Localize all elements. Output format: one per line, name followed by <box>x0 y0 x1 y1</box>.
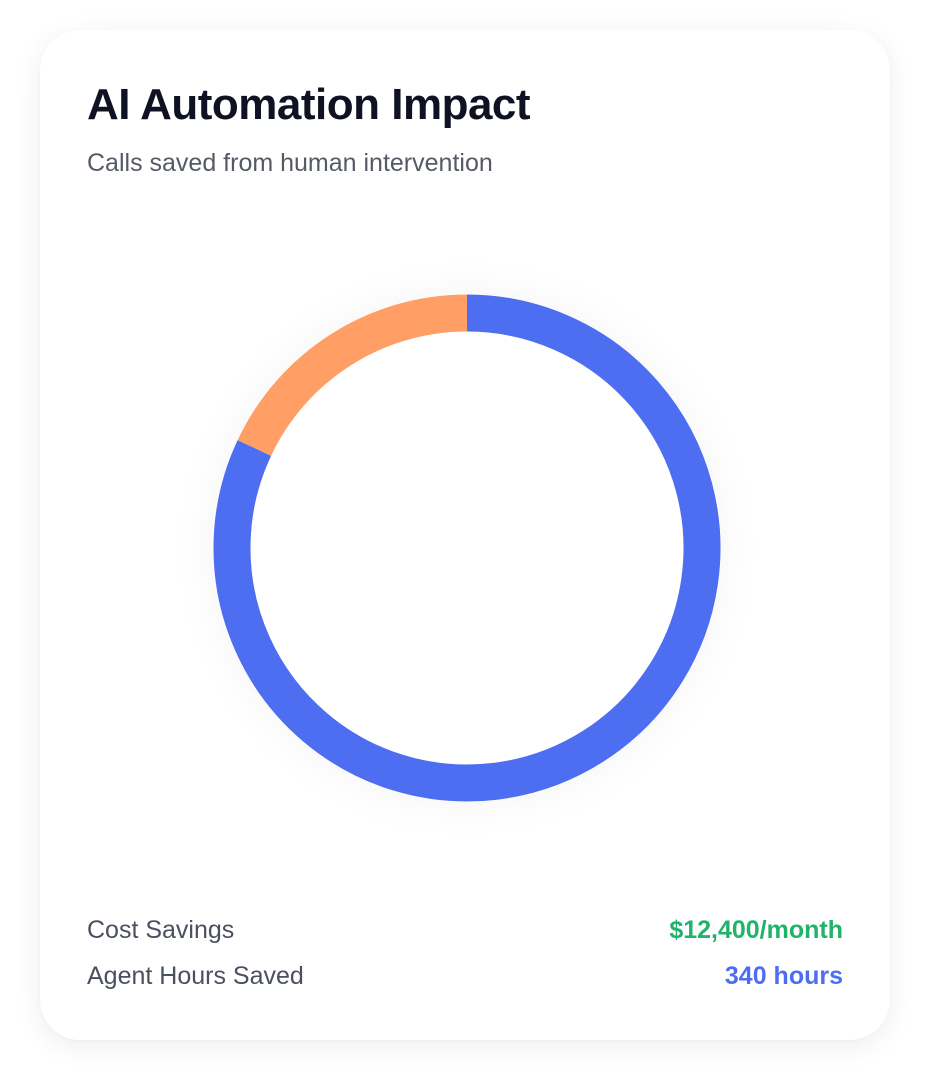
donut-slice-0 <box>213 294 721 802</box>
stat-row-agent-hours: Agent Hours Saved 340 hours <box>87 956 843 996</box>
stat-label: Cost Savings <box>87 915 235 944</box>
donut-slices <box>213 294 721 802</box>
stat-row-cost-savings: Cost Savings $12,400/month <box>87 910 843 950</box>
chart-backdrop <box>213 294 721 802</box>
stat-value: 340 hours <box>724 961 843 990</box>
stat-label: Agent Hours Saved <box>87 961 304 990</box>
card-title: AI Automation Impact <box>87 80 531 129</box>
stat-value: $12,400/month <box>669 915 843 944</box>
donut-chart <box>213 294 721 802</box>
chart-glow <box>217 298 717 798</box>
impact-card: AI Automation Impact Calls saved from hu… <box>40 30 890 1040</box>
card-subtitle: Calls saved from human intervention <box>87 149 493 177</box>
donut-slice-1 <box>237 294 468 457</box>
